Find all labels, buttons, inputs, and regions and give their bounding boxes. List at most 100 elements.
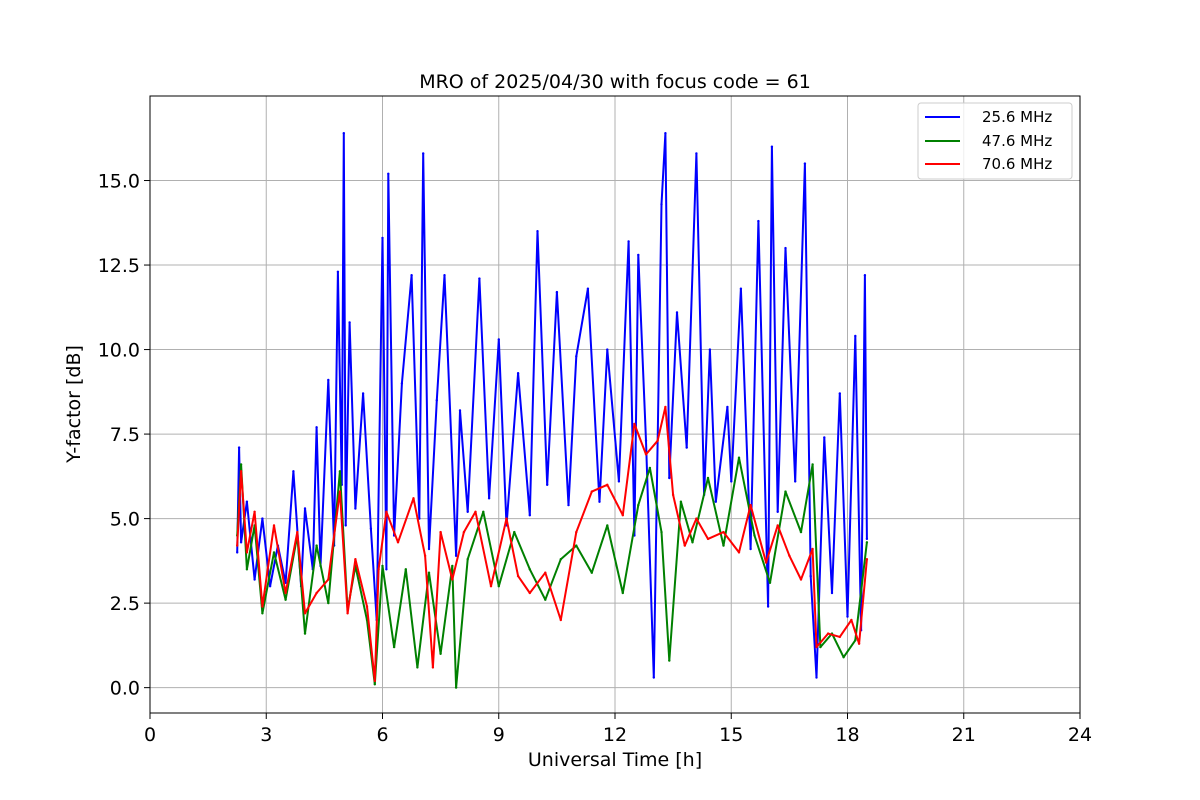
data-point	[621, 514, 624, 517]
data-point	[544, 571, 547, 574]
series-25-6-mhz	[236, 132, 869, 679]
data-point	[454, 686, 458, 689]
series-line	[236, 132, 868, 679]
data-point	[516, 574, 520, 578]
x-tick-label: 9	[493, 724, 505, 746]
data-point	[671, 493, 675, 497]
data-point	[664, 132, 667, 135]
data-point	[361, 392, 365, 395]
data-point	[466, 510, 469, 513]
x-tick-label: 6	[376, 724, 388, 746]
data-point	[451, 578, 454, 581]
data-point	[838, 392, 841, 395]
data-point	[784, 246, 787, 250]
data-point	[823, 436, 826, 439]
data-point	[722, 544, 725, 547]
data-point	[544, 598, 547, 601]
data-point	[528, 514, 531, 517]
x-tick-label: 24	[1068, 724, 1092, 746]
legend-box	[917, 102, 1073, 180]
series-line	[236, 406, 868, 682]
data-point	[664, 405, 667, 409]
series-layer	[236, 132, 869, 689]
data-point	[404, 568, 407, 571]
data-point	[284, 598, 287, 601]
y-axis: 0.0 2.5 5.0 7.5 10.0 12.5 15.0	[98, 171, 150, 700]
data-point	[695, 152, 698, 155]
data-point	[749, 547, 752, 551]
data-point	[784, 490, 787, 493]
x-axis: 0 3 6 9 12 15 18 21 24	[144, 713, 1092, 746]
data-point	[675, 311, 679, 314]
data-point	[261, 517, 264, 520]
data-point	[396, 541, 400, 544]
y-tick-label: 12.5	[98, 255, 140, 277]
data-point	[737, 456, 741, 459]
data-point	[392, 645, 396, 649]
data-point	[354, 507, 357, 510]
data-point	[838, 635, 841, 639]
data-point	[236, 544, 239, 547]
data-point	[373, 679, 376, 683]
data-point	[656, 439, 659, 442]
data-point	[633, 422, 636, 426]
data-point	[621, 591, 624, 595]
data-point	[660, 203, 663, 206]
data-point	[648, 466, 652, 470]
data-point	[598, 500, 601, 503]
data-point	[381, 564, 384, 568]
data-point	[478, 277, 481, 280]
data-point	[385, 568, 388, 571]
data-point	[516, 372, 520, 375]
data-point	[348, 321, 351, 324]
data-point	[296, 530, 299, 534]
data-point	[435, 399, 438, 402]
data-point	[268, 585, 272, 588]
data-point	[863, 274, 867, 277]
data-point	[644, 453, 648, 456]
series-line	[236, 456, 868, 689]
data-point	[327, 378, 330, 382]
data-point	[416, 666, 419, 669]
data-point	[794, 480, 797, 483]
data-point	[811, 463, 814, 466]
data-point	[714, 500, 717, 503]
x-tick-label: 12	[603, 724, 627, 746]
data-point	[284, 581, 287, 584]
data-point	[292, 470, 295, 473]
data-point	[462, 530, 466, 534]
data-point	[722, 530, 725, 534]
data-point	[679, 500, 683, 503]
data-point	[865, 541, 869, 544]
data-point	[865, 558, 869, 561]
y-axis-label: Y-factor [dB]	[63, 345, 85, 464]
data-point	[489, 585, 493, 588]
data-point	[377, 568, 380, 571]
data-point	[497, 338, 500, 341]
data-point	[668, 659, 671, 662]
data-point	[410, 274, 413, 277]
data-point	[346, 612, 349, 615]
data-point	[644, 439, 648, 442]
data-point	[799, 530, 803, 534]
data-point	[606, 483, 609, 486]
data-point	[315, 426, 318, 429]
x-tick-label: 21	[952, 724, 976, 746]
x-axis-label: Universal Time [h]	[528, 749, 702, 771]
data-point	[606, 348, 609, 351]
data-point	[528, 568, 531, 571]
y-tick-label: 7.5	[110, 424, 140, 446]
data-point	[431, 666, 435, 669]
data-point	[354, 558, 357, 561]
data-point	[764, 561, 768, 564]
data-point	[342, 132, 345, 135]
x-tick-label: 0	[144, 724, 156, 746]
data-point	[826, 632, 830, 635]
legend-label-25-6: 25.6 MHz	[982, 108, 1052, 126]
data-point	[245, 568, 249, 571]
data-point	[336, 270, 340, 273]
data-point	[451, 564, 454, 568]
y-tick-label: 2.5	[110, 593, 140, 615]
data-point	[660, 530, 663, 534]
y-tick-label: 15.0	[98, 171, 140, 193]
